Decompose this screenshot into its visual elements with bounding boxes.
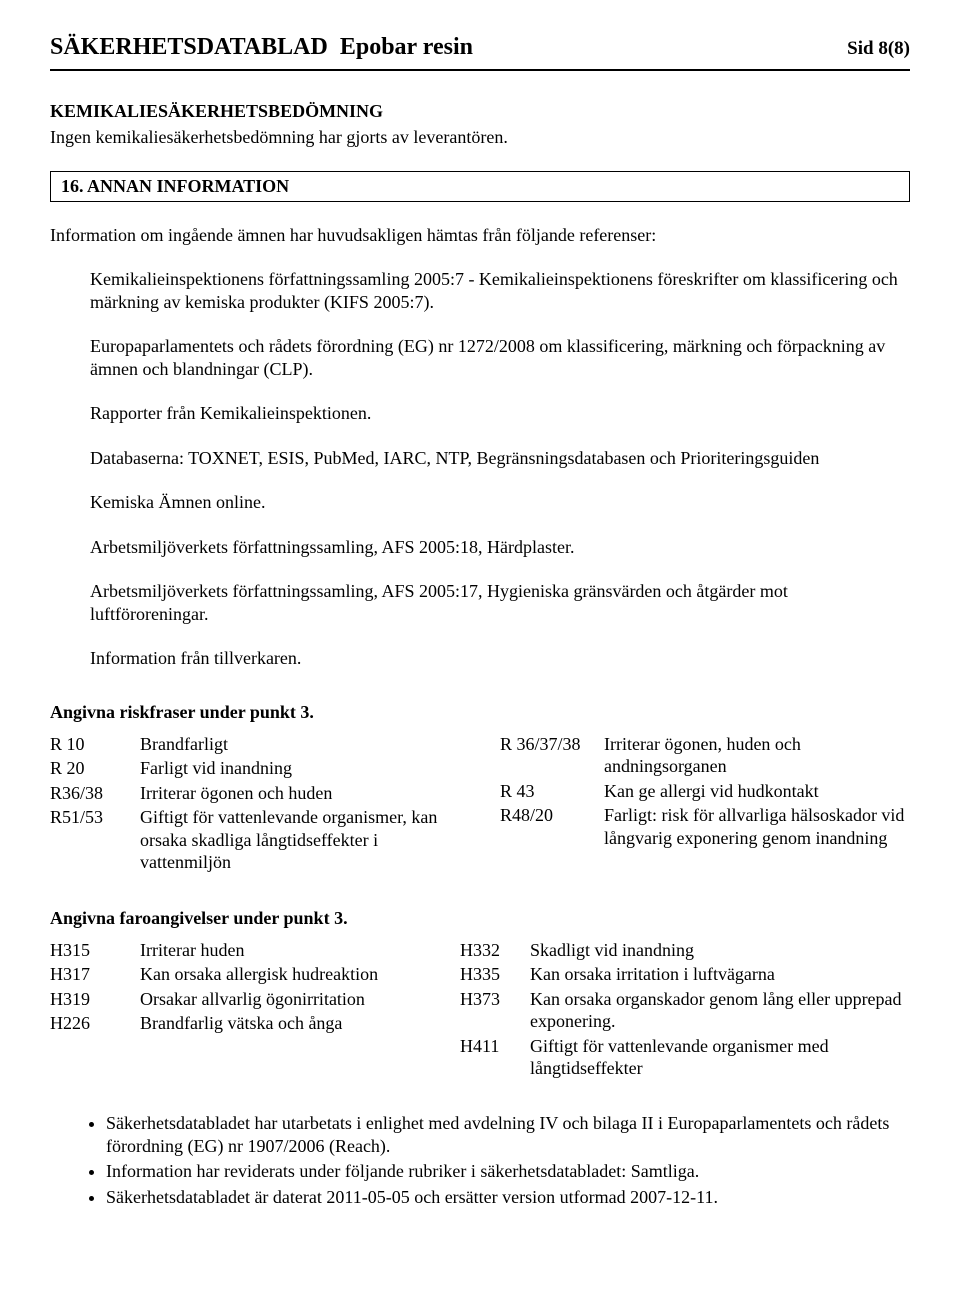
bullet-item: Säkerhetsdatabladet har utarbetats i enl…	[106, 1112, 910, 1159]
hazard-code: H411	[460, 1035, 530, 1080]
risk-desc: Giftigt för vattenlevande organismer, ka…	[140, 806, 470, 874]
hazard-right-col: H332Skadligt vid inandning H335Kan orsak…	[460, 939, 910, 1082]
hazard-desc: Kan orsaka organskador genom lång eller …	[530, 988, 910, 1033]
hazard-code: H332	[460, 939, 530, 962]
section-16-title: 16. ANNAN INFORMATION	[61, 176, 289, 196]
hazard-row: H317Kan orsaka allergisk hudreaktion	[50, 963, 430, 986]
hazard-desc: Skadligt vid inandning	[530, 939, 910, 962]
ref-item: Information från tillverkaren.	[90, 647, 910, 670]
hazard-code: H317	[50, 963, 140, 986]
ref-item: Arbetsmiljöverkets författningssamling, …	[90, 536, 910, 559]
risk-code: R 36/37/38	[500, 733, 604, 778]
ref-item: Kemikalieinspektionens författningssamli…	[90, 268, 910, 313]
footer-bullets: Säkerhetsdatabladet har utarbetats i enl…	[50, 1112, 910, 1210]
header-rule	[50, 69, 910, 71]
hazard-desc: Brandfarlig vätska och ånga	[140, 1012, 430, 1035]
hazard-code: H373	[460, 988, 530, 1033]
hazard-row: H226Brandfarlig vätska och ånga	[50, 1012, 430, 1035]
risk-left-col: R 10Brandfarligt R 20Farligt vid inandni…	[50, 733, 470, 876]
ref-item: Kemiska Ämnen online.	[90, 491, 910, 514]
hazard-desc: Kan orsaka irritation i luftvägarna	[530, 963, 910, 986]
ref-item: Arbetsmiljöverkets författningssamling, …	[90, 580, 910, 625]
ref-item: Rapporter från Kemikalieinspektionen.	[90, 402, 910, 425]
risk-desc: Farligt vid inandning	[140, 757, 470, 780]
doc-title: SÄKERHETSDATABLAD Epobar resin	[50, 34, 473, 61]
hazard-row: H319Orsakar allvarlig ögonirritation	[50, 988, 430, 1011]
bullet-item: Information har reviderats under följand…	[106, 1160, 910, 1183]
header: SÄKERHETSDATABLAD Epobar resin Sid 8(8)	[50, 34, 910, 61]
section-16-box: 16. ANNAN INFORMATION	[50, 171, 910, 202]
risk-right-col: R 36/37/38Irriterar ögonen, huden och an…	[500, 733, 910, 876]
risk-row: R48/20Farligt: risk för allvarliga hälso…	[500, 804, 910, 849]
hazard-left-col: H315Irriterar huden H317Kan orsaka aller…	[50, 939, 430, 1082]
risk-phrases: R 10Brandfarligt R 20Farligt vid inandni…	[50, 733, 910, 876]
risk-row: R 43Kan ge allergi vid hudkontakt	[500, 780, 910, 803]
hazard-row: H373Kan orsaka organskador genom lång el…	[460, 988, 910, 1033]
risk-row: R 10Brandfarligt	[50, 733, 470, 756]
risk-desc: Brandfarligt	[140, 733, 470, 756]
page-number: Sid 8(8)	[847, 38, 910, 60]
risk-code: R48/20	[500, 804, 604, 849]
risk-row: R51/53Giftigt för vattenlevande organism…	[50, 806, 470, 874]
risk-code: R 43	[500, 780, 604, 803]
hazard-desc: Kan orsaka allergisk hudreaktion	[140, 963, 430, 986]
risk-desc: Irriterar ögonen och huden	[140, 782, 470, 805]
risk-desc: Kan ge allergi vid hudkontakt	[604, 780, 910, 803]
hazard-code: H335	[460, 963, 530, 986]
risk-heading: Angivna riskfraser under punkt 3.	[50, 702, 910, 723]
hazard-row: H332Skadligt vid inandning	[460, 939, 910, 962]
hazard-desc: Orsakar allvarlig ögonirritation	[140, 988, 430, 1011]
risk-code: R 20	[50, 757, 140, 780]
product-name: Epobar resin	[340, 34, 473, 60]
risk-row: R36/38Irriterar ögonen och huden	[50, 782, 470, 805]
hazard-row: H315Irriterar huden	[50, 939, 430, 962]
hazard-heading: Angivna faroangivelser under punkt 3.	[50, 908, 910, 929]
ref-item: Europaparlamentets och rådets förordning…	[90, 335, 910, 380]
hazard-desc: Irriterar huden	[140, 939, 430, 962]
risk-code: R36/38	[50, 782, 140, 805]
s15-text: Ingen kemikaliesäkerhetsbedömning har gj…	[50, 126, 910, 149]
hazard-code: H315	[50, 939, 140, 962]
hazard-code: H319	[50, 988, 140, 1011]
hazard-statements: H315Irriterar huden H317Kan orsaka aller…	[50, 939, 910, 1082]
ref-item: Databaserna: TOXNET, ESIS, PubMed, IARC,…	[90, 447, 910, 470]
hazard-row: H411Giftigt för vattenlevande organismer…	[460, 1035, 910, 1080]
s15-heading: KEMIKALIESÄKERHETSBEDÖMNING	[50, 101, 910, 122]
references-block: Kemikalieinspektionens författningssamli…	[90, 268, 910, 670]
s16-intro: Information om ingående ämnen har huvuds…	[50, 224, 910, 247]
hazard-desc: Giftigt för vattenlevande organismer med…	[530, 1035, 910, 1080]
risk-row: R 36/37/38Irriterar ögonen, huden och an…	[500, 733, 910, 778]
risk-code: R51/53	[50, 806, 140, 874]
hazard-row: H335Kan orsaka irritation i luftvägarna	[460, 963, 910, 986]
risk-code: R 10	[50, 733, 140, 756]
title-left: SÄKERHETSDATABLAD	[50, 34, 328, 60]
page: SÄKERHETSDATABLAD Epobar resin Sid 8(8) …	[0, 0, 960, 1251]
hazard-code: H226	[50, 1012, 140, 1035]
risk-desc: Farligt: risk för allvarliga hälsoskador…	[604, 804, 910, 849]
risk-row: R 20Farligt vid inandning	[50, 757, 470, 780]
risk-desc: Irriterar ögonen, huden och andningsorga…	[604, 733, 910, 778]
bullet-item: Säkerhetsdatabladet är daterat 2011-05-0…	[106, 1186, 910, 1209]
